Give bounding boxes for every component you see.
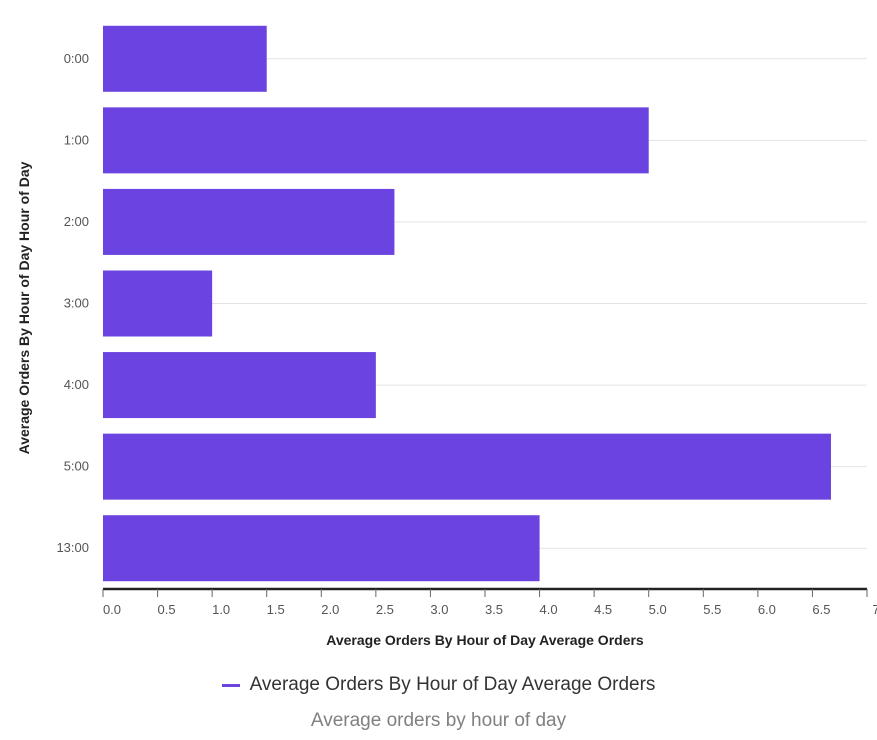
x-tick-label: 3.5: [485, 602, 503, 617]
x-tick-label: 2.0: [321, 602, 339, 617]
x-tick-label: 4.0: [540, 602, 558, 617]
x-tick-label: 6.0: [758, 602, 776, 617]
bar-1-00: [103, 107, 649, 174]
bars: [103, 25, 831, 582]
x-tick-label: 1.5: [267, 602, 285, 617]
x-tick-label: 0.0: [103, 602, 121, 617]
y-tick-label: 0:00: [64, 51, 89, 66]
y-tick-label: 13:00: [56, 540, 89, 555]
x-tick-label: 2.5: [376, 602, 394, 617]
y-axis-title: Average Orders By Hour of Day Hour of Da…: [16, 161, 32, 454]
x-tick-label: 5.0: [649, 602, 667, 617]
x-tick-label: 5.5: [703, 602, 721, 617]
legend: Average Orders By Hour of Day Average Or…: [0, 672, 877, 698]
y-tick-label: 5:00: [64, 459, 89, 474]
bar-2-00: [103, 188, 395, 255]
y-tick-label: 1:00: [64, 132, 89, 147]
legend-label: Average Orders By Hour of Day Average Or…: [249, 674, 656, 695]
y-tick-label: 4:00: [64, 377, 89, 392]
bar-0-00: [103, 25, 267, 92]
bar-3-00: [103, 270, 213, 337]
x-tick-label: 4.5: [594, 602, 612, 617]
x-axis: 0.0 0.5 1.0 1.5 2.0 2.5 3.0 3.5 4.0 4.5 5.0 5.5 6.0 6…: [102, 587, 877, 617]
x-tick-label: 0.5: [158, 602, 176, 617]
y-tick-labels: 0:00 1:00 2:00 3:00 4:00 5:00 13:00: [56, 51, 89, 555]
bar-4-00: [103, 352, 376, 419]
y-tick-label: 2:00: [64, 214, 89, 229]
bar-chart: 0:00 1:00 2:00 3:00 4:00 5:00 13:00 0.0 0.5 1.0 1…: [16, 25, 877, 648]
x-tick-label: 3.0: [430, 602, 448, 617]
legend-swatch: [221, 683, 240, 687]
x-axis-title: Average Orders By Hour of Day Average Or…: [326, 632, 644, 648]
bar-13-00: [103, 515, 540, 582]
chart-caption: Average orders by hour of day: [310, 710, 567, 731]
x-tick-label: 6.5: [812, 602, 830, 617]
y-tick-label: 3:00: [64, 296, 89, 311]
x-tick-label: 7: [872, 602, 877, 617]
x-tick-label: 1.0: [212, 602, 230, 617]
bar-5-00: [103, 433, 831, 500]
